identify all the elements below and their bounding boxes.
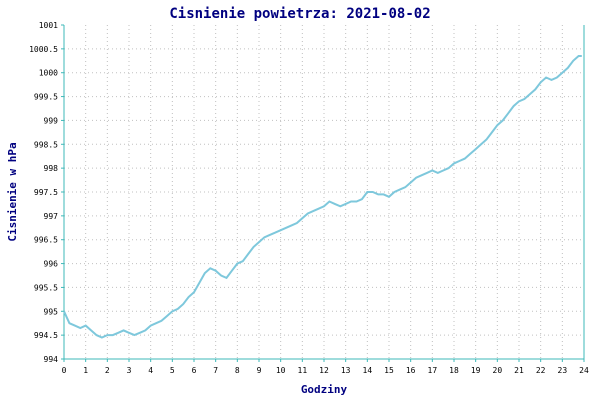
- y-axis-label: Cisnienie w hPa: [6, 142, 19, 241]
- x-tick-label: 1: [83, 366, 88, 375]
- y-tick-label: 997: [44, 212, 59, 221]
- y-tick-label: 996: [44, 260, 59, 269]
- x-tick-label: 10: [276, 366, 286, 375]
- x-tick-label: 7: [213, 366, 218, 375]
- x-tick-label: 9: [257, 366, 262, 375]
- x-tick-label: 0: [62, 366, 67, 375]
- y-tick-label: 1000: [39, 69, 58, 78]
- y-tick-label: 1000.5: [29, 45, 58, 54]
- x-tick-label: 13: [341, 366, 351, 375]
- x-tick-label: 6: [192, 366, 197, 375]
- x-tick-label: 22: [536, 366, 546, 375]
- x-tick-label: 3: [127, 366, 132, 375]
- y-tick-label: 994: [44, 355, 59, 364]
- x-tick-label: 24: [579, 366, 589, 375]
- x-tick-label: 14: [363, 366, 373, 375]
- x-tick-label: 12: [319, 366, 329, 375]
- pressure-series-line: [63, 55, 582, 339]
- x-tick-label: 18: [449, 366, 459, 375]
- y-tick-label: 997.5: [34, 188, 58, 197]
- y-tick-label: 994.5: [34, 331, 58, 340]
- y-tick-label: 999.5: [34, 93, 58, 102]
- x-tick-label: 2: [105, 366, 110, 375]
- x-tick-label: 23: [558, 366, 568, 375]
- x-tick-label: 20: [493, 366, 503, 375]
- y-tick-label: 995.5: [34, 283, 58, 292]
- x-tick-label: 11: [298, 366, 308, 375]
- x-tick-label: 15: [384, 366, 394, 375]
- grid: [64, 25, 584, 359]
- y-tick-label: 999: [44, 116, 59, 125]
- y-tick-label: 995: [44, 307, 59, 316]
- x-tick-label: 16: [406, 366, 416, 375]
- x-tick-label: 21: [514, 366, 524, 375]
- y-tick-label: 996.5: [34, 236, 58, 245]
- x-tick-label: 17: [428, 366, 438, 375]
- x-tick-label: 4: [148, 366, 153, 375]
- x-tick-labels: 0 1 2 3 4 5 6 7 8 9 10 11 12 13 14 15 16 17 18 19 20 21 22 23 24: [62, 366, 589, 375]
- y-tick-labels: 994 994.5 995 995.5 996 996.5 997 997.5 998 998.5…: [29, 21, 58, 364]
- x-axis-label: Godziny: [301, 383, 348, 396]
- x-tick-label: 8: [235, 366, 240, 375]
- y-tick-label: 1001: [39, 21, 58, 30]
- chart-title: Cisnienie powietrza: 2021-08-02: [169, 6, 430, 22]
- axes: [61, 24, 585, 362]
- x-tick-label: 5: [170, 366, 175, 375]
- y-tick-label: 998: [44, 164, 59, 173]
- y-tick-label: 998.5: [34, 140, 58, 149]
- x-tick-label: 19: [471, 366, 481, 375]
